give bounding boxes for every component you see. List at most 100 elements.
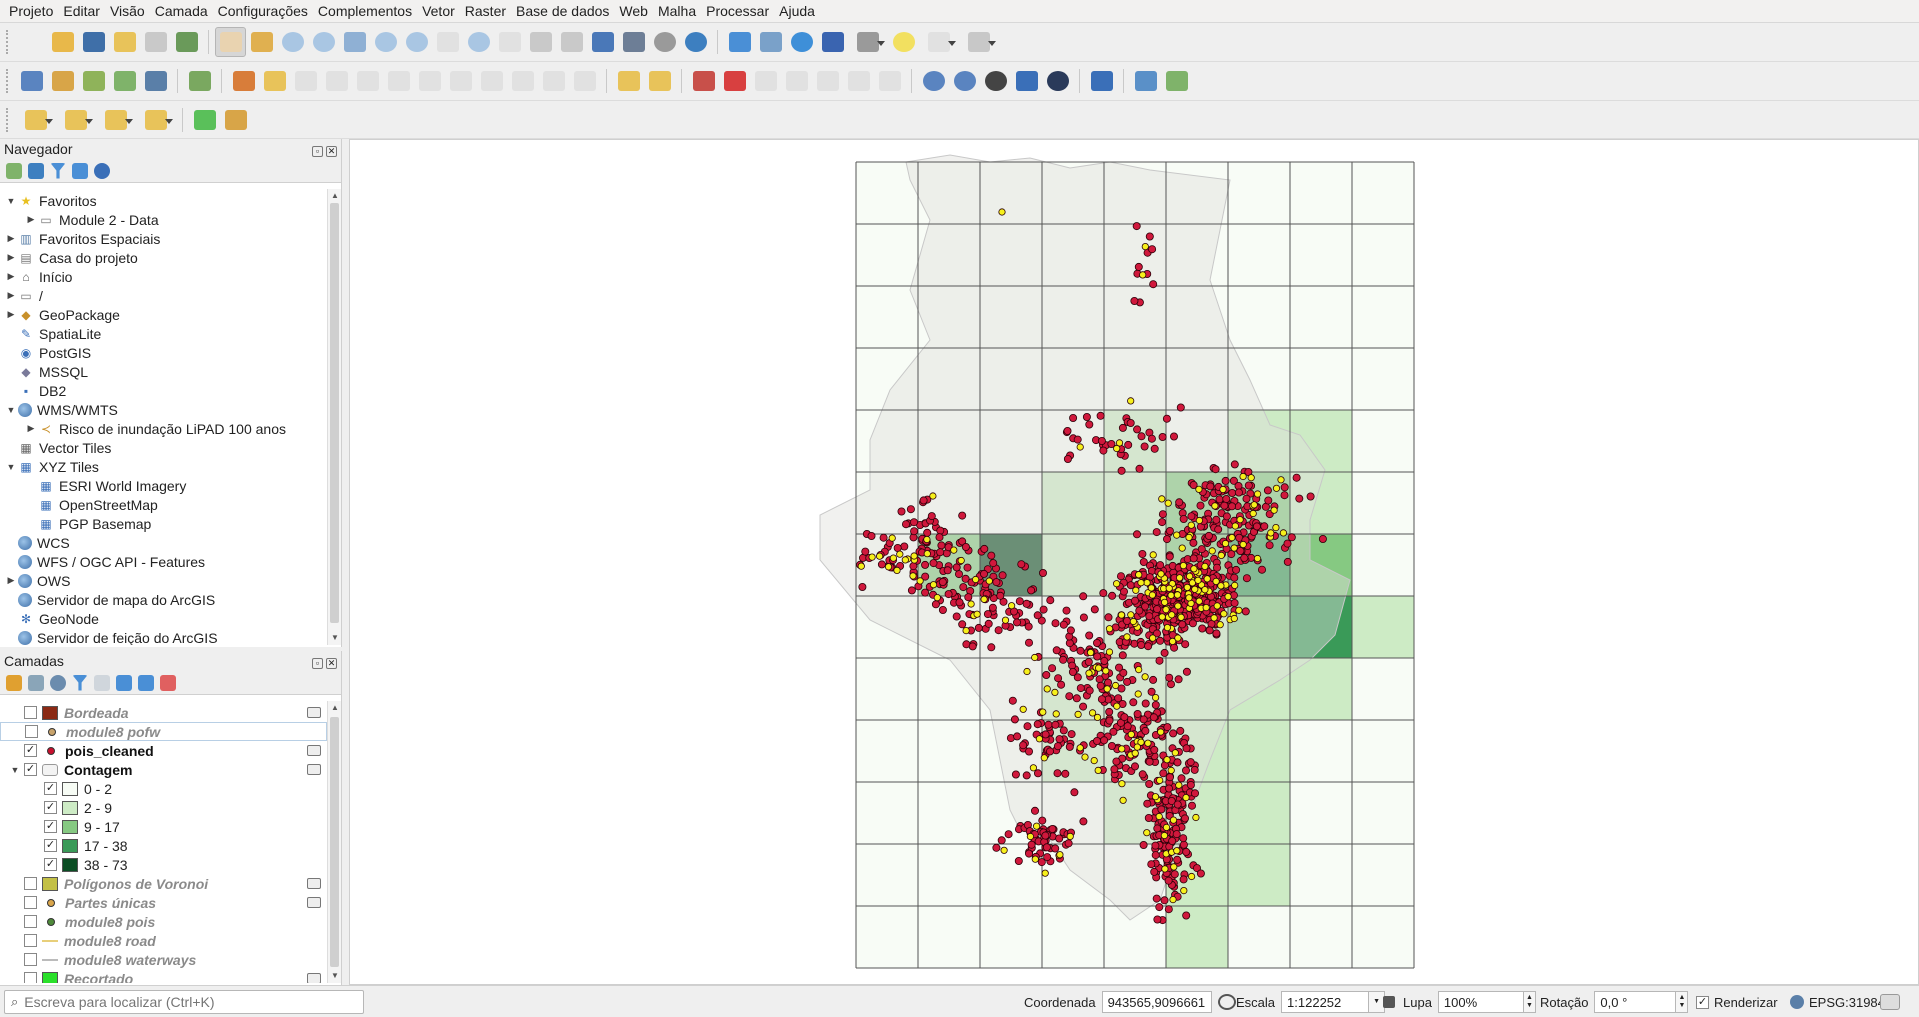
layer-visibility-checkbox[interactable]: ✓	[44, 858, 57, 871]
browser-item[interactable]: WCS	[0, 533, 327, 552]
menu-ajuda[interactable]: Ajuda	[779, 3, 815, 19]
zoom-to-layer-button[interactable]	[401, 27, 432, 57]
browser-item[interactable]: ▦ ESRI World Imagery	[0, 476, 327, 495]
layer-labeling-button[interactable]	[644, 66, 675, 96]
expand-arrow-icon[interactable]: ▶	[7, 271, 15, 281]
layer-visibility-checkbox[interactable]	[24, 972, 37, 983]
filter-legend-icon[interactable]	[72, 674, 88, 691]
float-panel-icon[interactable]: ▫	[312, 146, 323, 157]
menu-web[interactable]: Web	[619, 3, 648, 19]
layer-visibility-checkbox[interactable]: ✓	[44, 820, 57, 833]
rotation-field[interactable]: 0,0 °	[1594, 991, 1677, 1013]
zoom-in-button[interactable]	[277, 27, 308, 57]
layer-item[interactable]: module8 road	[0, 931, 327, 950]
expand-all-icon[interactable]	[116, 674, 132, 691]
layer-visibility-checkbox[interactable]	[24, 877, 37, 890]
close-panel-icon[interactable]: ✕	[326, 658, 337, 669]
legend-class-item[interactable]: ✓ 38 - 73	[0, 855, 327, 874]
layer-indicator-icon[interactable]	[307, 745, 321, 756]
browser-item[interactable]: ▦ PGP Basemap	[0, 514, 327, 533]
layer-item[interactable]: module8 waterways	[0, 950, 327, 969]
new-spatial-bookmark-button[interactable]	[587, 27, 618, 57]
layers-scrollbar[interactable]: ▲ ▼	[327, 701, 341, 983]
new-project-button[interactable]	[16, 27, 47, 57]
layer-visibility-checkbox[interactable]	[24, 934, 37, 947]
layer-visibility-checkbox[interactable]: ✓	[44, 801, 57, 814]
layer-item[interactable]: module8 pofw	[0, 722, 327, 741]
menu-vetor[interactable]: Vetor	[422, 3, 455, 19]
collapse-all-icon[interactable]	[138, 674, 154, 691]
toggle-editing-button[interactable]	[259, 66, 290, 96]
expand-arrow-icon[interactable]: ▶	[7, 309, 15, 319]
new-temporary-layer-button[interactable]	[109, 66, 140, 96]
show-hide-labels-button[interactable]	[750, 66, 781, 96]
expand-arrow-icon[interactable]: ▶	[7, 290, 15, 300]
browser-item[interactable]: ▦ OpenStreetMap	[0, 495, 327, 514]
geocoder-button[interactable]	[980, 66, 1011, 96]
save-project-button[interactable]	[78, 27, 109, 57]
layer-visibility-checkbox[interactable]: ✓	[24, 763, 37, 776]
browser-item[interactable]: Servidor de feição do ArcGIS	[0, 628, 327, 645]
processing-model-button[interactable]	[1161, 66, 1192, 96]
style-layer-icon[interactable]	[6, 674, 22, 691]
change-label-button[interactable]	[843, 66, 874, 96]
zoom-last-button[interactable]	[463, 27, 494, 57]
metasearch-2-button[interactable]	[949, 66, 980, 96]
new-geopackage-layer-button[interactable]	[47, 66, 78, 96]
browser-item[interactable]: ✎ SpatiaLite	[0, 324, 327, 343]
browser-item[interactable]: ◉ PostGIS	[0, 343, 327, 362]
menu-malha[interactable]: Malha	[657, 3, 697, 19]
browser-item[interactable]: ▪ DB2	[0, 381, 327, 400]
paste-features-button[interactable]	[507, 66, 538, 96]
layout-manager-button[interactable]	[140, 27, 171, 57]
toolbox-button[interactable]	[786, 27, 817, 57]
browser-item[interactable]: ▶ ▭ /	[0, 286, 327, 305]
browser-item[interactable]: ▼ ★ Favoritos	[0, 191, 327, 210]
browser-item[interactable]: ▶ OWS	[0, 571, 327, 590]
pan-button[interactable]	[215, 27, 246, 57]
browser-item[interactable]: Servidor de mapa do ArcGIS	[0, 590, 327, 609]
open-attribute-table-button[interactable]	[755, 27, 786, 57]
legend-class-item[interactable]: ✓ 0 - 2	[0, 779, 327, 798]
collapse-arrow-icon[interactable]: ▼	[6, 404, 16, 415]
menu-raster[interactable]: Raster	[464, 3, 507, 19]
browser-item[interactable]: ▼ WMS/WMTS	[0, 400, 327, 419]
menu-editar[interactable]: Editar	[63, 3, 100, 19]
vertex-tool-button[interactable]	[352, 66, 383, 96]
expand-arrow-icon[interactable]: ▼	[10, 764, 20, 775]
layer-item[interactable]: Polígonos de Voronoi	[0, 874, 327, 893]
new-3d-map-view-button[interactable]	[556, 27, 587, 57]
qgis-finder-button[interactable]	[189, 105, 220, 135]
show-unplaced-button[interactable]	[874, 66, 905, 96]
add-point-feature-button[interactable]	[321, 66, 352, 96]
pin-labels-button[interactable]	[688, 66, 719, 96]
statistical-summary-button[interactable]	[817, 27, 848, 57]
copy-features-button[interactable]	[476, 66, 507, 96]
collapse-arrow-icon[interactable]: ▼	[6, 195, 16, 206]
refresh-icon[interactable]	[28, 162, 44, 179]
browser-item[interactable]: ▼ ▦ XYZ Tiles	[0, 457, 327, 476]
toggle-extents-icon[interactable]	[1217, 994, 1236, 1010]
label-tool-button[interactable]	[613, 66, 644, 96]
legend-class-item[interactable]: ✓ 9 - 17	[0, 817, 327, 836]
current-edits-button[interactable]	[228, 66, 259, 96]
plugin-globe-button[interactable]	[1042, 66, 1073, 96]
pan-to-selection-button[interactable]	[246, 27, 277, 57]
measure-button[interactable]	[848, 27, 888, 57]
menu-projeto[interactable]: Projeto	[9, 3, 54, 19]
browser-item[interactable]: ▶ ≺ Risco de inundação LiPAD 100 anos	[0, 419, 327, 438]
map-canvas[interactable]	[349, 139, 1919, 985]
map-tips-button[interactable]	[888, 27, 919, 57]
browser-item[interactable]: ▶ ▥ Favoritos Espaciais	[0, 229, 327, 248]
zoom-full-button[interactable]	[339, 27, 370, 57]
locator-bar[interactable]: ⌕	[4, 990, 364, 1014]
highlight-labels-button[interactable]	[719, 66, 750, 96]
new-shapefile-layer-button[interactable]	[78, 66, 109, 96]
identify-features-button[interactable]	[724, 27, 755, 57]
expand-arrow-icon[interactable]: ▶	[7, 252, 15, 262]
text-annotation-button[interactable]	[959, 27, 999, 57]
layer-visibility-checkbox[interactable]	[24, 706, 37, 719]
coordinate-field[interactable]: 943565,9096661	[1101, 991, 1212, 1013]
rotation-spinner[interactable]: ▲ ▼	[1676, 991, 1689, 1013]
crs-button[interactable]: EPSG:31984	[1809, 994, 1885, 1010]
